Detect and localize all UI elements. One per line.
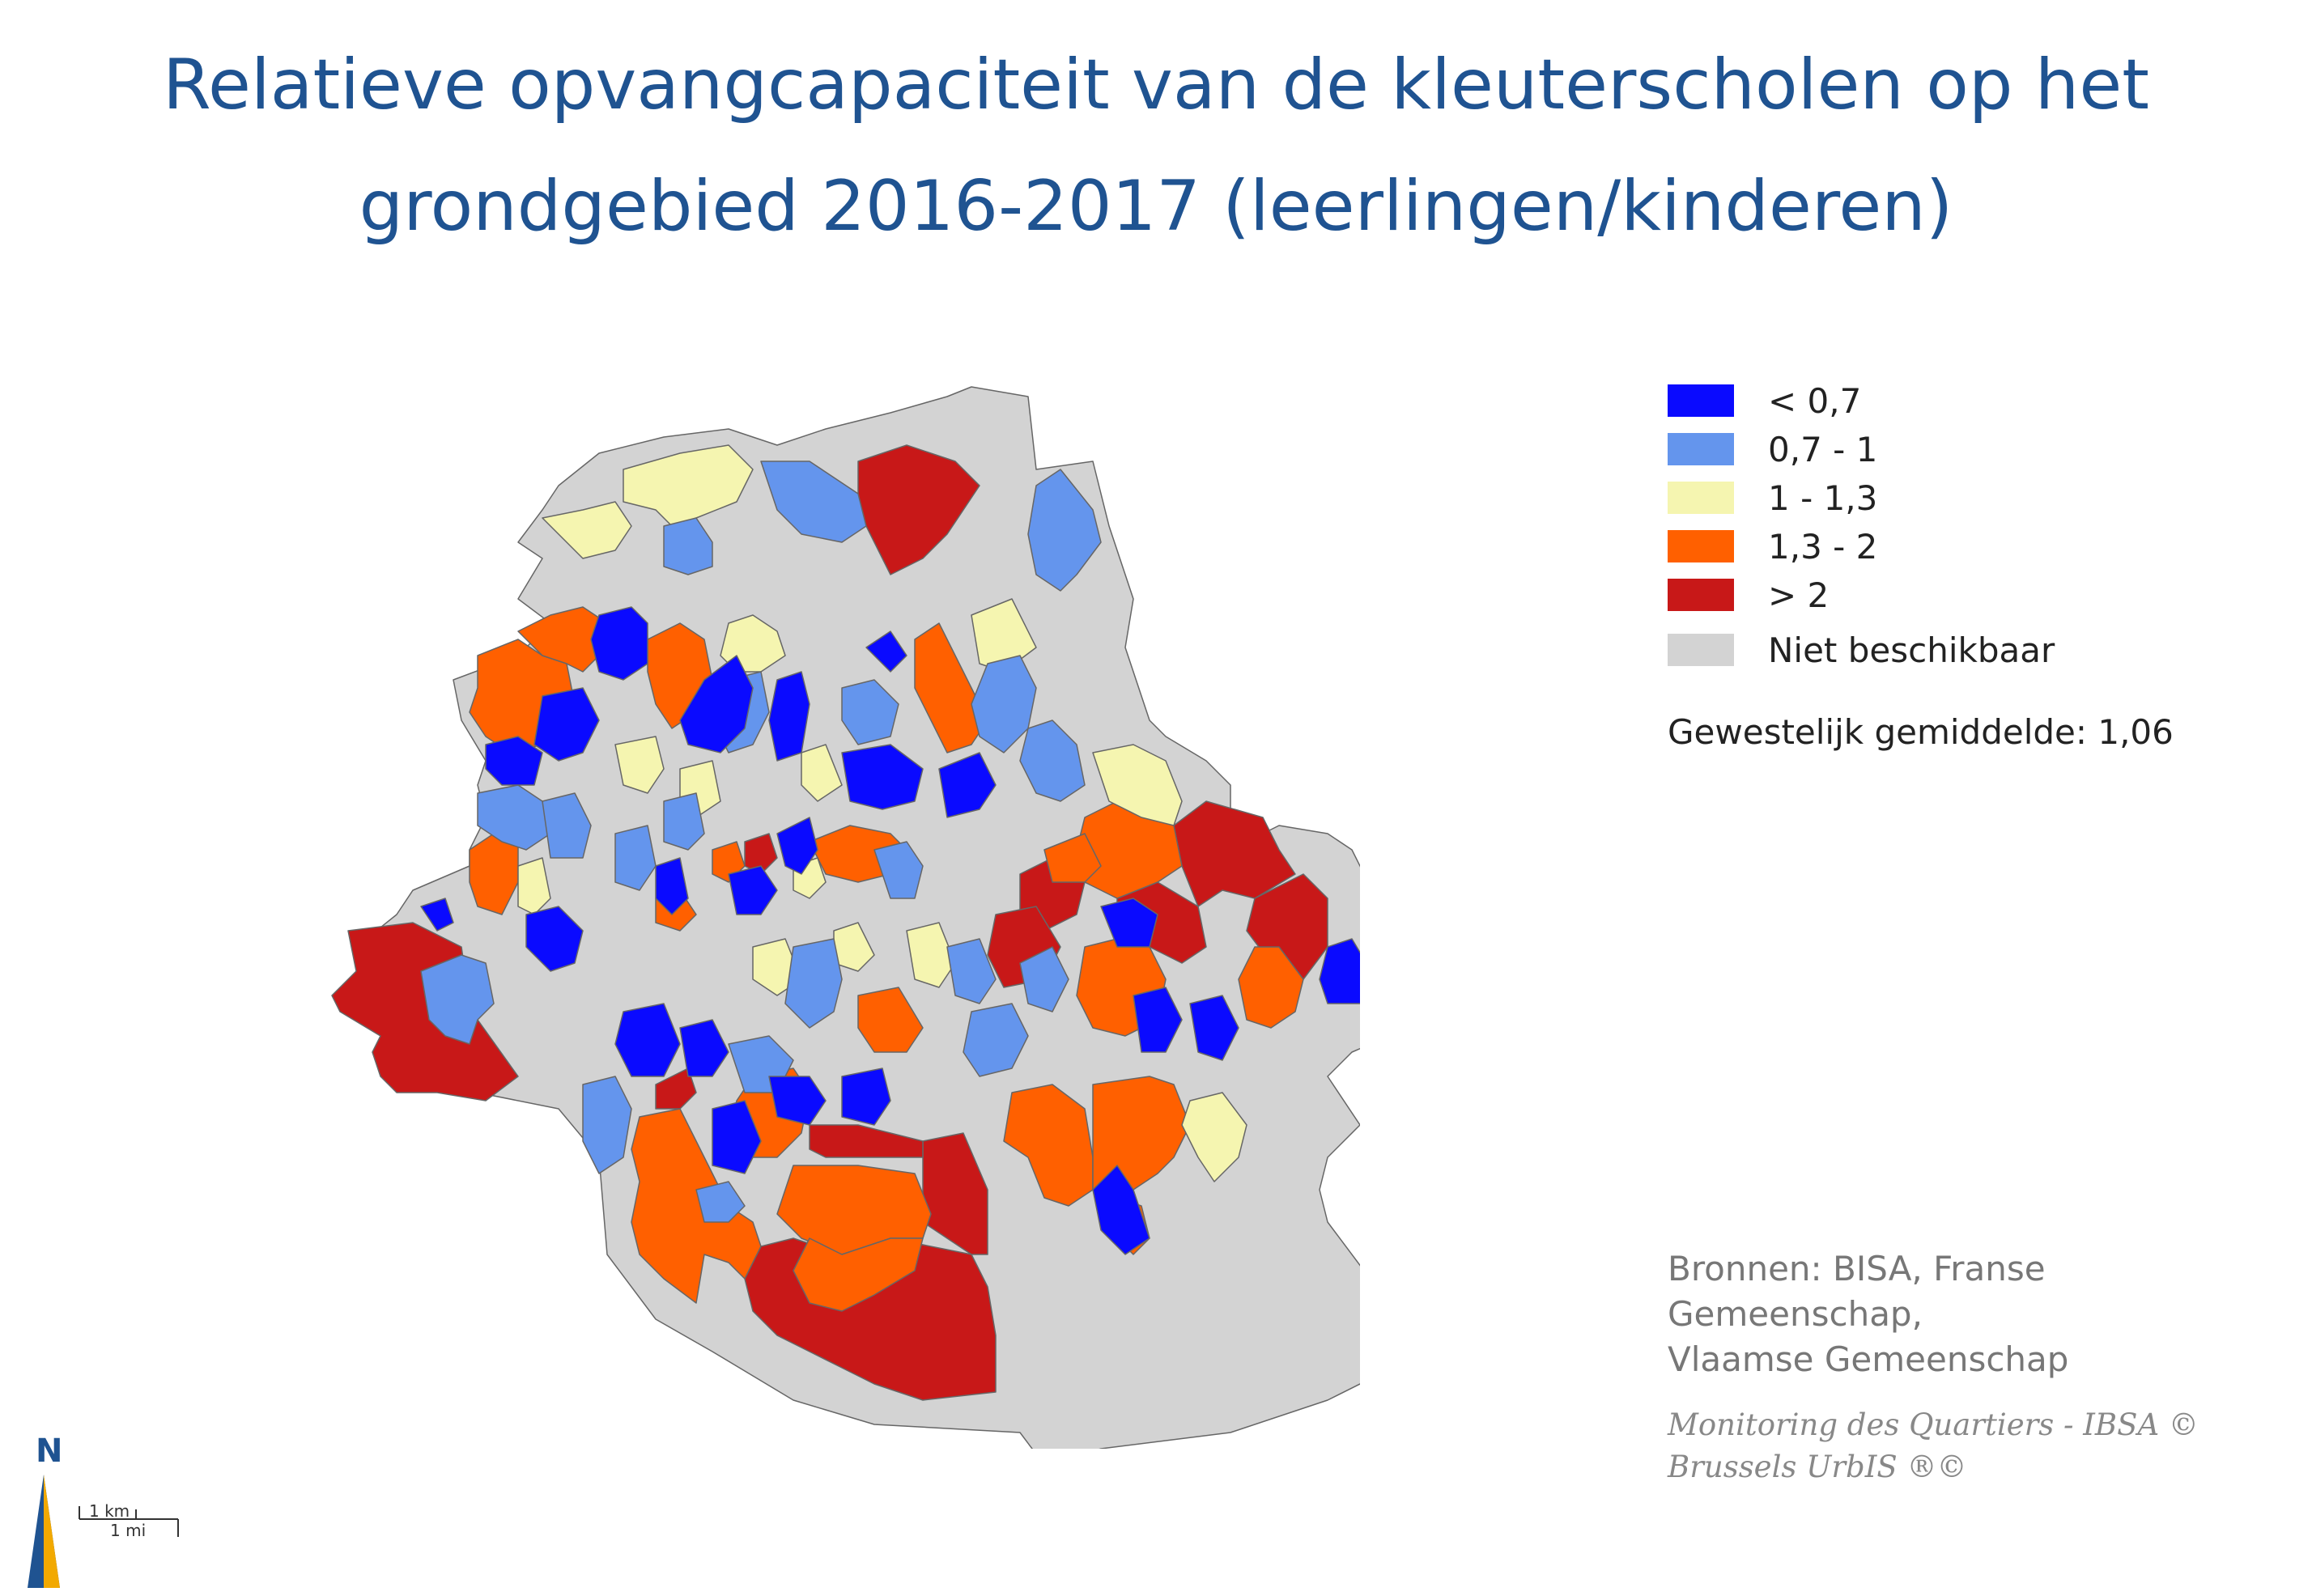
scale-bar: 1 km 1 mi bbox=[78, 1501, 191, 1553]
neighbourhood-c-deep-5 bbox=[776, 817, 818, 875]
neighbourhood-center-blue-light-7 bbox=[963, 1003, 1029, 1077]
legend-item: Niet beschikbaar bbox=[1668, 626, 2055, 674]
map-legend: < 0,7 0,7 - 1 1 - 1,3 1,3 - 2 > 2 Niet beschi… bbox=[1668, 376, 2055, 674]
neighbourhood-c-deep-7 bbox=[679, 1019, 729, 1077]
neighbourhood-center-blue-light-10 bbox=[1019, 946, 1069, 1012]
neighbourhood-se-yellow bbox=[1181, 1092, 1247, 1182]
neighbourhood-ne-blue-light-2 bbox=[971, 655, 1037, 753]
neighbourhood-e-deep-2 bbox=[1133, 987, 1183, 1053]
map-title: Relatieve opvangcapaciteit van de kleute… bbox=[0, 24, 2312, 267]
neighbourhood-n-blue-light-2 bbox=[663, 517, 713, 575]
neighbourhood-w-blue-light bbox=[477, 784, 551, 851]
neighbourhood-s-deep-2 bbox=[768, 1076, 827, 1126]
brussels-choropleth-map bbox=[331, 386, 1360, 1449]
legend-item: > 2 bbox=[1668, 571, 2055, 619]
neighbourhood-center-yellow-5 bbox=[906, 922, 956, 988]
neighbourhood-center-blue-light-5 bbox=[784, 938, 843, 1029]
neighbourhood-center-red bbox=[744, 833, 778, 875]
neighbourhood-s-blue-light bbox=[695, 1181, 746, 1223]
legend-item: 0,7 - 1 bbox=[1668, 425, 2055, 473]
neighbourhood-n-yellow-2 bbox=[542, 501, 632, 559]
neighbourhood-n-blue-light bbox=[760, 461, 867, 543]
neighbourhood-c-deep-3 bbox=[655, 857, 689, 915]
neighbourhood-n-deep-1 bbox=[590, 606, 648, 681]
legend-label: 1 - 1,3 bbox=[1768, 478, 1878, 518]
legend-swatch bbox=[1668, 482, 1734, 514]
sources-note: Bronnen: BISA, Franse Gemeenschap, Vlaam… bbox=[1668, 1246, 2299, 1382]
neighbourhood-n-deep-2 bbox=[679, 655, 754, 753]
class-1-to-1-3 bbox=[517, 444, 1247, 1182]
scale-bar-graphic bbox=[79, 1506, 179, 1537]
credit-line-2: Brussels UrbIS ®© bbox=[1668, 1450, 1967, 1484]
sources-line-2: Vlaamse Gemeenschap bbox=[1668, 1339, 2069, 1379]
scale-km-label: 1 km bbox=[89, 1501, 130, 1521]
north-arrow-icon bbox=[28, 1475, 60, 1588]
neighbourhood-n-deep-4 bbox=[485, 736, 543, 786]
credit-note: Monitoring des Quartiers - IBSA © Brusse… bbox=[1668, 1404, 2299, 1488]
neighbourhood-ne-deep-1 bbox=[865, 630, 907, 673]
legend-label: < 0,7 bbox=[1768, 380, 1862, 421]
map-title-line-2: grondgebied 2016-2017 (leerlingen/kinder… bbox=[359, 166, 1953, 247]
neighbourhood-w-deep-1 bbox=[420, 898, 454, 932]
neighbourhood-s-deep-3 bbox=[841, 1068, 891, 1126]
neighbourhood-e-deep-3 bbox=[1189, 995, 1239, 1061]
neighbourhood-c-deep-4 bbox=[728, 865, 778, 915]
legend-label: > 2 bbox=[1768, 575, 1830, 615]
legend-label: Niet beschikbaar bbox=[1768, 630, 2055, 670]
legend-swatch bbox=[1668, 530, 1734, 562]
neighbourhood-southwest-red bbox=[655, 1068, 697, 1110]
neighbourhood-south-red-3 bbox=[809, 1124, 924, 1158]
scale-mi-label: 1 mi bbox=[110, 1521, 147, 1540]
neighbourhood-sw-blue-light bbox=[582, 1076, 632, 1174]
legend-swatch bbox=[1668, 384, 1734, 417]
legend-label: 0,7 - 1 bbox=[1768, 429, 1878, 469]
neighbourhood-w-deep-2 bbox=[525, 906, 584, 972]
neighbourhood-n-yellow bbox=[623, 444, 754, 527]
legend-swatch bbox=[1668, 579, 1734, 611]
neighbourhood-w-blue-light-2 bbox=[542, 792, 592, 859]
neighbourhood-se-deep bbox=[1092, 1165, 1150, 1255]
neighbourhood-nc-deep-1 bbox=[768, 671, 810, 762]
neighbourhood-e-blue-light bbox=[1019, 719, 1086, 802]
legend-item: 1,3 - 2 bbox=[1668, 522, 2055, 571]
neighbourhood-w-yellow bbox=[517, 857, 551, 915]
neighbourhood-e-orange-2 bbox=[1043, 833, 1102, 883]
neighbourhood-s-orange-3 bbox=[793, 1237, 924, 1312]
neighbourhood-s-deep-1 bbox=[712, 1100, 762, 1174]
legend-item: < 0,7 bbox=[1668, 376, 2055, 425]
north-label: N bbox=[36, 1433, 63, 1470]
neighbourhood-n-deep-3 bbox=[533, 687, 600, 762]
neighbourhood-center-yellow-3 bbox=[801, 744, 843, 802]
sources-line-1: Bronnen: BISA, Franse Gemeenschap, bbox=[1668, 1249, 2046, 1334]
legend-swatch bbox=[1668, 634, 1734, 666]
neighbourhood-w-blue-light-3 bbox=[420, 954, 495, 1045]
neighbourhood-c-deep-1 bbox=[841, 744, 924, 810]
neighbourhood-east-red-1 bbox=[1173, 800, 1296, 907]
legend-item: 1 - 1,3 bbox=[1668, 473, 2055, 522]
neighbourhood-c-deep-2 bbox=[938, 752, 997, 818]
neighbourhood-sw-orange bbox=[631, 1108, 762, 1304]
neighbourhood-center-blue-light-4 bbox=[663, 792, 705, 851]
neighbourhood-center-blue-light-9 bbox=[873, 841, 924, 899]
credit-line-1: Monitoring des Quartiers - IBSA © bbox=[1668, 1407, 2199, 1442]
regional-average: Gewestelijk gemiddelde: 1,06 bbox=[1668, 712, 2174, 752]
neighbourhood-e-yellow bbox=[1092, 744, 1183, 826]
neighbourhood-center-blue-light-3 bbox=[614, 825, 657, 891]
neighbourhood-c-deep-6 bbox=[614, 1003, 681, 1077]
class-lt-0-7 bbox=[420, 606, 1360, 1255]
neighbourhood-ne-blue-light bbox=[1027, 469, 1102, 592]
neighbourhood-e-deep-1 bbox=[1100, 898, 1158, 948]
neighbourhood-se-orange-2 bbox=[1003, 1084, 1094, 1207]
neighbourhood-center-orange-4 bbox=[857, 987, 924, 1053]
legend-swatch bbox=[1668, 433, 1734, 465]
neighbourhood-center-blue-light-2 bbox=[841, 679, 899, 745]
legend-label: 1,3 - 2 bbox=[1768, 526, 1878, 567]
neighbourhood-center-yellow bbox=[614, 736, 665, 794]
neighbourhood-center-blue-light-6 bbox=[946, 938, 997, 1004]
neighbourhood-se-orange bbox=[1238, 946, 1304, 1029]
map-title-line-1: Relatieve opvangcapaciteit van de kleute… bbox=[163, 45, 2149, 125]
neighbourhood-ee-deep bbox=[1319, 938, 1360, 1004]
